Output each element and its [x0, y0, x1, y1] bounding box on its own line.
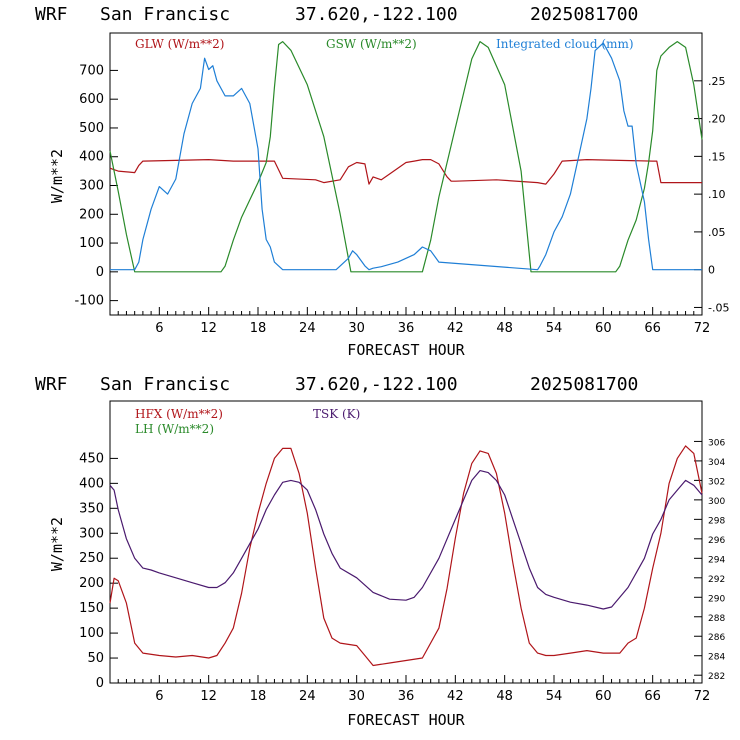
- x-tick-label: 72: [694, 321, 711, 336]
- x-tick-label: 36: [398, 689, 415, 704]
- y2-tick-label: 286: [708, 633, 725, 643]
- bottom-header-coords: 37.620,-122.100: [295, 374, 458, 395]
- x-tick-label: 12: [200, 321, 217, 336]
- x-tick-label: 60: [595, 689, 612, 704]
- y-tick-label: 400: [79, 476, 104, 491]
- x-tick-label: 42: [447, 689, 464, 704]
- top-plot-frame: [109, 32, 703, 316]
- x-tick-label: 6: [155, 321, 163, 336]
- y-tick-label: 0: [96, 676, 104, 691]
- top-header-run: 2025081700: [530, 4, 638, 25]
- y-tick-label: 400: [79, 150, 104, 165]
- x-tick-label: 54: [546, 689, 563, 704]
- top-legend-glw: GLW (W/m**2): [135, 37, 224, 51]
- x-tick-label: 72: [694, 689, 711, 704]
- y2-tick-label: -.05: [708, 301, 729, 314]
- top-header-model: WRF: [35, 4, 68, 25]
- y2-tick-label: 294: [708, 555, 725, 565]
- y2-tick-label: .20: [708, 113, 726, 126]
- bottom-y-ticks: 0 50 100 150 200 250 300 350 400 450: [79, 451, 118, 691]
- x-tick-label: 6: [155, 689, 163, 704]
- series-line-glw: [109, 159, 702, 185]
- y-tick-label: 250: [79, 551, 104, 566]
- x-tick-label: 18: [250, 321, 267, 336]
- series-line-gsw: [109, 40, 703, 273]
- y-tick-label: 350: [79, 501, 104, 516]
- bottom-series-group: [109, 445, 703, 667]
- top-header-coords: 37.620,-122.100: [295, 4, 458, 25]
- y-tick-label: 700: [79, 63, 104, 78]
- x-tick-label: 60: [595, 321, 612, 336]
- x-tick-label: 48: [496, 321, 513, 336]
- x-tick-label: 18: [250, 689, 267, 704]
- series-line-tsk: [109, 470, 703, 610]
- top-y-axis-label: W/m**2: [48, 149, 66, 203]
- bottom-panel: WRF San Francisc 37.620,-122.100 2025081…: [35, 374, 725, 729]
- bottom-header-model: WRF: [35, 374, 68, 395]
- bottom-x-axis-label: FORECAST HOUR: [347, 711, 465, 729]
- bottom-y2-ticks: 282 284 286 288 290 292 294 296 298 300 302 304 306: [694, 438, 725, 682]
- x-tick-label: 48: [496, 689, 513, 704]
- y2-tick-label: .10: [708, 188, 726, 201]
- x-tick-label: 54: [546, 321, 563, 336]
- x-tick-label: 24: [299, 689, 316, 704]
- x-tick-label: 30: [348, 321, 365, 336]
- x-tick-label: 36: [398, 321, 415, 336]
- y-tick-label: 150: [79, 601, 104, 616]
- top-series-group: [109, 40, 703, 273]
- x-tick-label: 66: [644, 689, 661, 704]
- y2-tick-label: 296: [708, 536, 725, 546]
- y-tick-label: 100: [79, 236, 104, 251]
- y-tick-label: -100: [74, 294, 104, 309]
- y2-tick-label: 288: [708, 614, 725, 624]
- series-line-hfx: [109, 445, 703, 667]
- top-panel: WRF San Francisc 37.620,-122.100 2025081…: [35, 4, 729, 359]
- y2-tick-label: .25: [708, 75, 726, 88]
- y2-tick-label: 292: [708, 575, 725, 585]
- x-tick-label: 30: [348, 689, 365, 704]
- y-tick-label: 600: [79, 92, 104, 107]
- y2-tick-label: 300: [708, 497, 725, 507]
- x-tick-label: 42: [447, 321, 464, 336]
- y-tick-label: 50: [87, 651, 104, 666]
- y2-tick-label: 302: [708, 477, 725, 487]
- bottom-x-ticks: 6 12 18 24 30 36 42 48 54 60 66 72: [117, 675, 711, 704]
- top-legend-cloud: Integrated cloud (mm): [496, 37, 634, 51]
- y-tick-label: 450: [79, 451, 104, 466]
- y2-tick-label: 298: [708, 516, 725, 526]
- y-tick-label: 0: [96, 265, 104, 280]
- x-tick-label: 66: [644, 321, 661, 336]
- top-x-ticks: 6 12 18 24 30 36 42 48 54 60 66 72: [117, 307, 711, 336]
- y-tick-label: 200: [79, 207, 104, 222]
- y-tick-label: 200: [79, 576, 104, 591]
- top-header-site: San Francisc: [100, 4, 230, 25]
- x-tick-label: 24: [299, 321, 316, 336]
- top-x-axis-label: FORECAST HOUR: [347, 341, 465, 359]
- y-tick-label: 100: [79, 626, 104, 641]
- y-tick-label: 500: [79, 121, 104, 136]
- series-line-integrated: [110, 42, 702, 271]
- x-tick-label: 12: [200, 689, 217, 704]
- y-tick-label: 300: [79, 179, 104, 194]
- bottom-plot-frame: [109, 400, 703, 684]
- y2-tick-label: 0: [708, 264, 715, 277]
- y2-tick-label: .05: [708, 226, 726, 239]
- top-legend-gsw: GSW (W/m**2): [326, 37, 417, 51]
- y2-tick-label: 290: [708, 594, 725, 604]
- bottom-header-run: 2025081700: [530, 374, 638, 395]
- bottom-legend-lh: LH (W/m**2): [135, 422, 214, 436]
- top-y2-ticks: -.05 0 .05 .10 .15 .20 .25: [694, 75, 729, 314]
- bottom-legend-tsk: TSK (K): [313, 407, 360, 421]
- y2-tick-label: .15: [708, 150, 726, 163]
- y2-tick-label: 304: [708, 458, 725, 468]
- bottom-y-axis-label: W/m**2: [48, 517, 66, 571]
- top-y-ticks: -100 0 100 200 300 400 500 600 700: [74, 63, 118, 309]
- y2-tick-label: 306: [708, 438, 725, 448]
- bottom-legend-hfx: HFX (W/m**2): [135, 407, 223, 421]
- y2-tick-label: 282: [708, 672, 725, 682]
- bottom-header-site: San Francisc: [100, 374, 230, 395]
- y2-tick-label: 284: [708, 653, 725, 663]
- y-tick-label: 300: [79, 526, 104, 541]
